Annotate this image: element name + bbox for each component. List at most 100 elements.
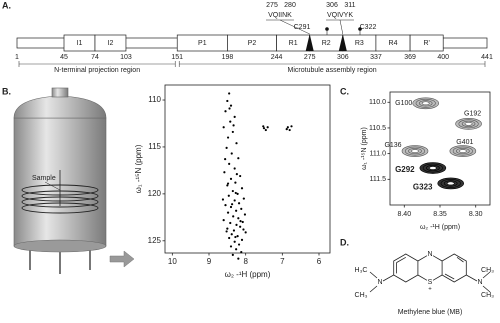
peak-dot	[232, 229, 236, 232]
peak-dot	[229, 245, 233, 248]
residue-number: 198	[222, 54, 234, 61]
peak-dot	[235, 142, 238, 145]
residue-number: 45	[60, 54, 68, 61]
peak-dot	[233, 167, 236, 170]
y-tick-label: 120	[148, 189, 162, 198]
residue-number: 244	[271, 54, 283, 61]
residue-number: 400	[437, 54, 449, 61]
peak-label: G401	[456, 139, 473, 146]
x-tick-label: 9	[207, 257, 212, 266]
atom-label: CH₃	[481, 267, 494, 274]
peak-dot	[226, 182, 230, 185]
panel-letter: A.	[2, 0, 11, 10]
x-tick-label: 8.40	[397, 211, 411, 218]
peak-dot	[237, 202, 241, 205]
peak-dot	[229, 221, 232, 225]
peak-dot	[235, 173, 238, 176]
contour-peak	[401, 145, 429, 157]
atom-label: S	[428, 279, 433, 286]
peak-dot	[228, 107, 231, 110]
domain-label: R3	[355, 40, 364, 47]
peak-dot	[228, 162, 231, 165]
domain-label: P1	[198, 40, 207, 47]
domain-label: I1	[77, 40, 83, 47]
peak-dot	[240, 238, 244, 241]
peak-dot	[226, 227, 229, 230]
peak-dot	[239, 219, 242, 223]
residue-number: 103	[120, 54, 132, 61]
motif-end: 311	[344, 2, 355, 9]
peak-dot	[288, 128, 291, 132]
y-axis-title: ω₁ -¹⁵N (ppm)	[134, 144, 143, 193]
peak-dot	[242, 228, 245, 231]
cysteine-label: C322	[360, 24, 377, 31]
peak-dot	[226, 99, 229, 103]
contour-peak	[437, 177, 465, 190]
peak-dot	[232, 124, 235, 127]
atom-label: N	[377, 279, 382, 286]
cysteine-label: C291	[294, 24, 311, 31]
x-tick-label: 10	[168, 257, 177, 266]
peak-dot	[237, 217, 240, 220]
peak-dot	[241, 220, 244, 224]
peak-dot	[266, 126, 269, 129]
contour-ring	[411, 149, 419, 153]
contour-peak	[449, 145, 477, 157]
peak-dot	[231, 130, 234, 134]
y-tick-label: 111.0	[370, 150, 387, 157]
contour-peak	[419, 162, 447, 174]
peak-dot	[240, 187, 244, 190]
contour-peak	[455, 118, 482, 130]
y-tick-label: 110.5	[369, 125, 386, 132]
peak-dot	[240, 207, 243, 210]
peak-dot	[222, 219, 225, 222]
contour-ring	[428, 166, 437, 170]
residue-number: 275	[304, 54, 316, 61]
atom-label: N	[427, 251, 432, 258]
peak-dot	[285, 128, 288, 131]
residue-number: 74	[91, 54, 99, 61]
peak-dot	[222, 126, 225, 129]
motif-marker	[338, 34, 347, 51]
domain-box	[409, 34, 444, 52]
peak-dot	[227, 194, 230, 197]
y-tick-label: 110	[148, 95, 161, 104]
atom-label: CH₃	[481, 292, 494, 299]
peak-dot	[226, 211, 230, 214]
contour-ring	[421, 101, 430, 106]
peak-label: G192	[464, 111, 481, 118]
peak-dot	[229, 177, 233, 180]
residue-number: 337	[370, 54, 382, 61]
x-axis-title: ω₂ -¹H (ppm)	[225, 270, 271, 279]
peak-dot	[229, 205, 233, 209]
domain-label: R4	[389, 40, 398, 47]
contour-ring	[458, 149, 467, 153]
peak-dot	[234, 191, 237, 195]
peak-dot	[229, 104, 233, 107]
peak-dot	[244, 231, 247, 234]
motif-start: 306	[326, 2, 338, 9]
peak-dot	[235, 248, 238, 251]
residue-number: 441	[481, 54, 493, 61]
peak-label: G292	[395, 165, 415, 174]
domain-label: R'	[423, 40, 429, 47]
y-tick-label: 115	[148, 142, 161, 151]
panel-letter: C.	[340, 86, 349, 96]
contour-ring	[464, 122, 473, 126]
peak-dot	[231, 203, 234, 206]
peak-dot	[236, 235, 239, 238]
motif-pointer	[279, 19, 310, 35]
methylene-blue-structure	[369, 253, 491, 293]
peak-dot	[235, 209, 238, 212]
y-tick-label: 110.0	[369, 99, 386, 106]
peak-dot	[236, 192, 239, 195]
peak-label: G100	[395, 100, 412, 107]
motif-sequence: VQIVYK	[327, 12, 353, 19]
peak-dot	[225, 146, 228, 149]
region-label: N-terminal projection region	[54, 67, 140, 74]
motif-start: 275	[266, 2, 278, 9]
atom-label: N	[477, 279, 482, 286]
cysteine-marker	[325, 27, 329, 31]
peak-dot	[286, 126, 289, 129]
